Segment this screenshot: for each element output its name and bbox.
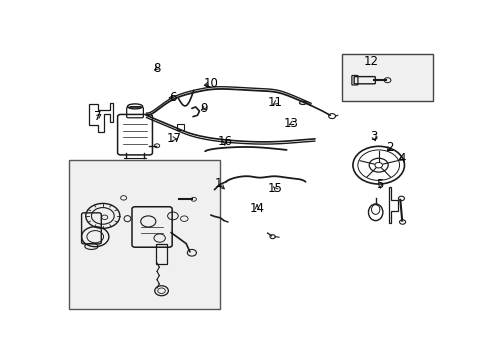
- Bar: [341, 54, 432, 102]
- Text: 17: 17: [166, 132, 181, 145]
- Bar: [176, 123, 183, 130]
- Text: 5: 5: [376, 178, 383, 191]
- Text: 12: 12: [363, 55, 378, 68]
- Text: 1: 1: [214, 177, 222, 190]
- Text: 3: 3: [369, 130, 377, 143]
- Bar: [68, 159, 220, 309]
- Text: 2: 2: [386, 141, 393, 154]
- Text: 4: 4: [398, 152, 405, 165]
- Text: 6: 6: [169, 91, 176, 104]
- Text: 10: 10: [203, 77, 218, 90]
- Text: 9: 9: [200, 102, 207, 115]
- Text: 14: 14: [249, 202, 264, 215]
- Text: 13: 13: [284, 117, 298, 130]
- Text: 7: 7: [94, 110, 102, 123]
- Text: 15: 15: [267, 182, 282, 195]
- Text: 16: 16: [217, 135, 232, 148]
- Text: 8: 8: [153, 62, 161, 75]
- Text: 11: 11: [267, 96, 283, 109]
